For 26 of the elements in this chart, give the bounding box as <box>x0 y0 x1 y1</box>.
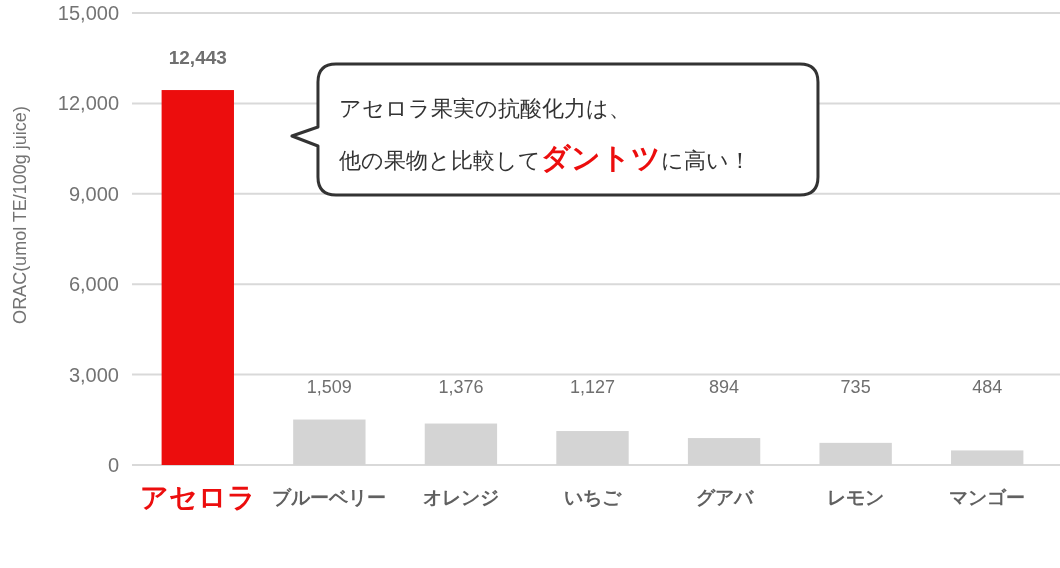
data-label: 1,376 <box>438 377 484 397</box>
y-tick-label: 6,000 <box>68 273 119 296</box>
annotation: に高い！ <box>660 148 751 173</box>
annotation: ダントツ <box>540 142 661 174</box>
data-label: 735 <box>840 377 871 397</box>
x-tick-label: グアバ <box>695 487 755 508</box>
data-label: 1,509 <box>306 377 352 397</box>
y-axis-title: ORAC(umol TE/100g juice) <box>10 106 30 324</box>
x-tick-label: レモン <box>827 487 885 508</box>
y-tick-label: 12,000 <box>57 92 119 115</box>
x-tick-label: アセロラ <box>139 482 256 513</box>
annotation: アセロラ果実の抗酸化力は、 <box>338 96 631 121</box>
bar <box>161 90 234 465</box>
y-tick-label: 9,000 <box>68 182 119 205</box>
x-tick-label: ブルーベリー <box>272 487 387 508</box>
annotation: 他の果物と比較して <box>338 148 541 173</box>
x-tick-label: マンゴー <box>949 487 1026 508</box>
x-tick-label: いちご <box>564 487 622 508</box>
data-label: 484 <box>972 377 1003 397</box>
y-tick-label: 3,000 <box>68 363 119 386</box>
data-label: 894 <box>709 377 740 397</box>
y-tick-label: 0 <box>107 454 119 476</box>
data-label: 12,443 <box>168 47 227 69</box>
x-tick-label: オレンジ <box>422 487 499 508</box>
data-label: 1,127 <box>569 377 616 397</box>
y-tick-label: 15,000 <box>57 2 119 24</box>
